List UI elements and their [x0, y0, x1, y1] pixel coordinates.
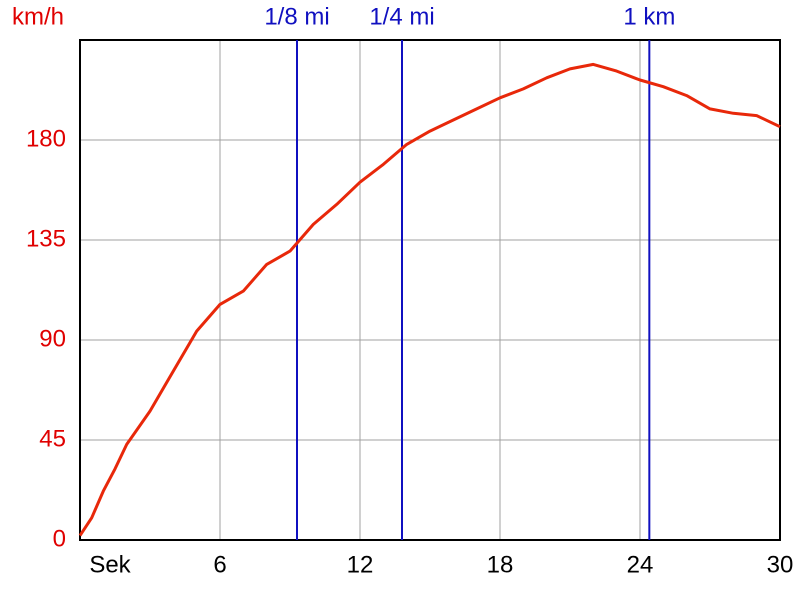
y-tick-label: 90 — [39, 325, 66, 352]
marker-label: 1 km — [623, 3, 675, 30]
y-tick-label: 135 — [26, 225, 66, 252]
x-tick-label: Sek — [89, 551, 131, 578]
marker-label: 1/4 mi — [369, 3, 434, 30]
x-tick-label: 24 — [627, 551, 654, 578]
x-tick-label: 12 — [347, 551, 374, 578]
y-tick-label: 45 — [39, 425, 66, 452]
y-axis-label: km/h — [12, 3, 64, 30]
x-tick-label: 30 — [767, 551, 794, 578]
plot-frame — [79, 39, 781, 541]
x-tick-label: 18 — [487, 551, 514, 578]
x-tick-label: 6 — [213, 551, 226, 578]
speed-line — [78, 62, 781, 537]
marker-label: 1/8 mi — [264, 3, 329, 30]
y-tick-label: 180 — [26, 125, 66, 152]
y-tick-label: 0 — [53, 525, 66, 552]
